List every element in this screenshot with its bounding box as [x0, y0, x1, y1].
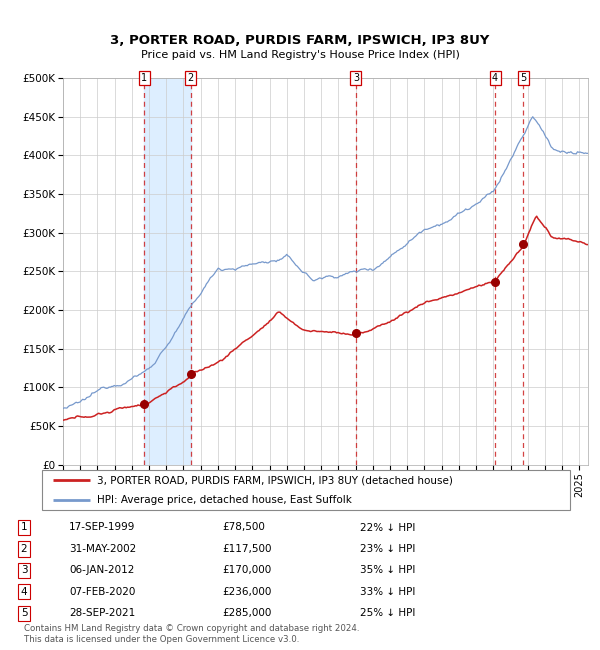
Text: 31-MAY-2002: 31-MAY-2002 — [69, 544, 136, 554]
Text: 06-JAN-2012: 06-JAN-2012 — [69, 566, 134, 575]
Text: 28-SEP-2021: 28-SEP-2021 — [69, 608, 135, 618]
Text: 1: 1 — [141, 73, 147, 83]
Text: £78,500: £78,500 — [222, 523, 265, 532]
Text: 33% ↓ HPI: 33% ↓ HPI — [360, 587, 415, 597]
Text: £285,000: £285,000 — [222, 608, 271, 618]
Text: 4: 4 — [492, 73, 498, 83]
Text: 2: 2 — [20, 544, 28, 554]
Text: Contains HM Land Registry data © Crown copyright and database right 2024.
This d: Contains HM Land Registry data © Crown c… — [24, 624, 359, 644]
Text: 22% ↓ HPI: 22% ↓ HPI — [360, 523, 415, 532]
Text: 25% ↓ HPI: 25% ↓ HPI — [360, 608, 415, 618]
Text: HPI: Average price, detached house, East Suffolk: HPI: Average price, detached house, East… — [97, 495, 352, 505]
Text: 1: 1 — [20, 523, 28, 532]
Text: 23% ↓ HPI: 23% ↓ HPI — [360, 544, 415, 554]
Text: 2: 2 — [187, 73, 194, 83]
Text: £117,500: £117,500 — [222, 544, 271, 554]
Text: 5: 5 — [20, 608, 28, 618]
Text: Price paid vs. HM Land Registry's House Price Index (HPI): Price paid vs. HM Land Registry's House … — [140, 49, 460, 60]
Text: 3: 3 — [20, 566, 28, 575]
Text: 07-FEB-2020: 07-FEB-2020 — [69, 587, 136, 597]
Text: 35% ↓ HPI: 35% ↓ HPI — [360, 566, 415, 575]
Text: £236,000: £236,000 — [222, 587, 271, 597]
Text: 17-SEP-1999: 17-SEP-1999 — [69, 523, 136, 532]
Text: 3: 3 — [353, 73, 359, 83]
Bar — [144, 78, 191, 465]
Text: 3, PORTER ROAD, PURDIS FARM, IPSWICH, IP3 8UY (detached house): 3, PORTER ROAD, PURDIS FARM, IPSWICH, IP… — [97, 475, 454, 485]
Text: 5: 5 — [520, 73, 526, 83]
Text: 4: 4 — [20, 587, 28, 597]
Text: 3, PORTER ROAD, PURDIS FARM, IPSWICH, IP3 8UY: 3, PORTER ROAD, PURDIS FARM, IPSWICH, IP… — [110, 34, 490, 47]
Text: £170,000: £170,000 — [222, 566, 271, 575]
